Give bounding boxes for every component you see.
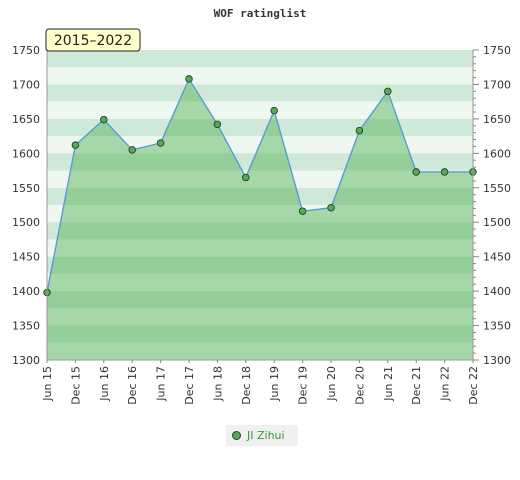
data-point-dec-21 (412, 168, 420, 176)
x-tick-label: Dec 15 (69, 366, 82, 405)
x-tick-label: Dec 19 (297, 366, 310, 405)
data-point-jun-22 (440, 168, 449, 176)
y-tick-label-right: 1350 (483, 320, 511, 333)
series-area (47, 78, 473, 360)
x-tick-label: Dec 18 (240, 366, 253, 405)
axes (46, 49, 479, 361)
x-tick-label: Dec 17 (183, 366, 196, 405)
y-tick-label-left: 1600 (12, 147, 40, 160)
grid-band (47, 67, 473, 85)
y-tick-label-left: 1400 (12, 285, 40, 298)
grid-band (47, 273, 473, 292)
y-tick-label-right: 1700 (483, 78, 511, 91)
grid-band (47, 342, 473, 360)
y-axis-right: 1300 1350 1400 1450 1500 1550 1600 1650 1700 1750 (483, 44, 511, 367)
y-tick-label-left: 1550 (12, 182, 40, 195)
range-label: 2015–2022 (54, 33, 132, 49)
y-tick-label-left: 1750 (12, 44, 40, 57)
range-badge: 2015–2022 (45, 28, 141, 52)
grid-band (47, 256, 473, 274)
y-tick-label-right: 1450 (483, 251, 511, 264)
y-tick-label-right: 1550 (483, 182, 511, 195)
x-tick-label: Jun 18 (211, 366, 224, 402)
y-tick-label-left: 1700 (12, 78, 40, 91)
y-tick-label-right: 1400 (483, 285, 511, 298)
grid-band (47, 308, 473, 326)
points-layer (43, 75, 477, 297)
data-point-dec-18 (242, 173, 250, 182)
x-tick-label: Jun 15 (41, 366, 54, 402)
data-point-dec-20 (355, 126, 364, 135)
y-tick-label-right: 1300 (483, 354, 511, 367)
grid-band (47, 84, 473, 102)
data-point-dec-17 (185, 75, 193, 83)
x-axis: Jun 15 Dec 15 Jun 16 Dec 16 Jun 17 Dec 17 Jun … (41, 360, 480, 405)
y-tick-label-right: 1650 (483, 113, 511, 126)
grid-band (47, 291, 473, 309)
y-tick-label-left: 1350 (12, 320, 40, 333)
x-tick-label: Jun 19 (268, 366, 281, 402)
data-point-dec-19 (298, 207, 307, 215)
grid-band (47, 239, 473, 257)
series-line (46, 77, 473, 293)
legend: JI Zihui (226, 425, 298, 446)
data-point-dec-16 (128, 146, 136, 154)
grid-band (47, 153, 473, 171)
y-tick-label-left: 1650 (12, 113, 40, 126)
data-point-jun-20 (327, 204, 335, 212)
x-tick-label: Dec 22 (467, 366, 480, 405)
x-tick-label: Jun 22 (439, 366, 452, 402)
grid-band (47, 170, 473, 188)
y-tick-label-right: 1500 (483, 216, 511, 229)
x-tick-label: Jun 20 (325, 366, 338, 402)
x-tick-label: Jun 17 (155, 366, 168, 402)
x-tick-label: Dec 21 (410, 366, 423, 405)
data-point-jun-19 (270, 106, 278, 115)
data-point-jun-17 (156, 139, 165, 147)
legend-marker-icon (232, 431, 241, 440)
grid-band (47, 118, 473, 137)
grid-band (47, 205, 473, 223)
grid-band (47, 325, 473, 343)
y-tick-label-left: 1450 (12, 251, 40, 264)
area-layer (47, 78, 473, 360)
data-point-jun-18 (213, 120, 222, 129)
x-tick-label: Jun 16 (98, 366, 111, 402)
grid-band (47, 222, 473, 240)
y-tick-label-left: 1300 (12, 354, 40, 367)
grid-bands (47, 50, 473, 360)
data-point-jun-21 (384, 87, 392, 96)
x-tick-label: Dec 16 (126, 366, 139, 405)
y-tick-label-right: 1750 (483, 44, 511, 57)
y-tick-label-right: 1600 (483, 147, 511, 160)
legend-label: JI Zihui (247, 429, 285, 442)
data-point-jun-16 (100, 115, 108, 124)
grid-band (47, 187, 473, 205)
data-point-dec-15 (71, 141, 80, 149)
grid-band (47, 101, 473, 119)
x-tick-label: Jun 21 (382, 366, 395, 402)
line-layer (46, 77, 473, 293)
x-tick-label: Dec 20 (353, 366, 366, 405)
chart-title: WOF ratinglist (214, 7, 307, 20)
y-axis-left: 1300 1350 1400 1450 1500 1550 1600 1650 1700 1750 (12, 44, 40, 367)
grid-band (47, 50, 473, 68)
y-tick-label-left: 1500 (12, 216, 40, 229)
